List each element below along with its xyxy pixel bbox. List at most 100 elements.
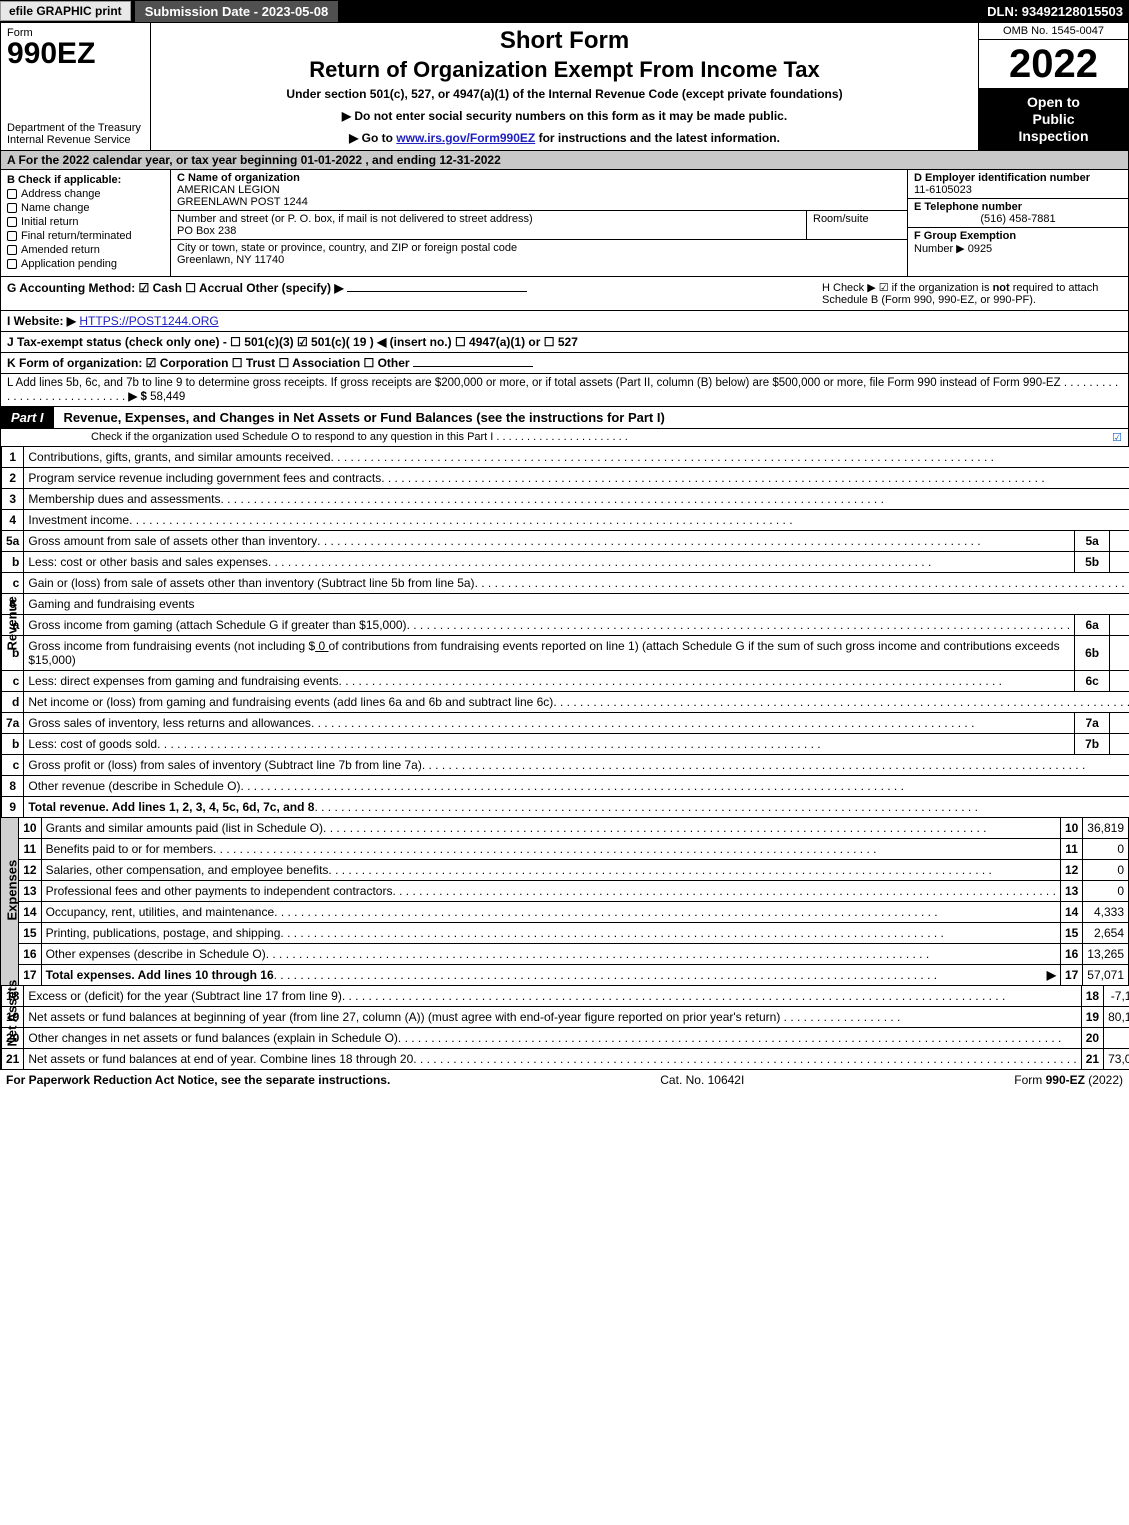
chk-label: Initial return (21, 216, 78, 228)
top-bar-left: efile GRAPHIC print Submission Date - 20… (0, 0, 338, 22)
checkbox-icon (7, 189, 17, 199)
line-6: 6Gaming and fundraising events (2, 594, 1129, 615)
under-section: Under section 501(c), 527, or 4947(a)(1)… (161, 87, 968, 101)
chk-label: Name change (21, 202, 90, 214)
line-desc: Net assets or fund balances at end of ye… (28, 1052, 413, 1066)
chk-address-change[interactable]: Address change (7, 188, 164, 200)
bullet-goto: ▶ Go to www.irs.gov/Form990EZ for instru… (161, 131, 968, 145)
chk-name-change[interactable]: Name change (7, 202, 164, 214)
line-amount: 13,265 (1083, 944, 1129, 965)
room-suite: Room/suite (807, 211, 907, 239)
line-2: 2Program service revenue including gover… (2, 468, 1129, 489)
chk-initial-return[interactable]: Initial return (7, 216, 164, 228)
net-assets-vertical-label: Net Assets (0, 986, 1, 1070)
row-i-website: I Website: ▶ HTTPS://POST1244.ORG (0, 311, 1129, 332)
line-19: 19Net assets or fund balances at beginni… (2, 1007, 1129, 1028)
omb-number: OMB No. 1545-0047 (979, 23, 1128, 40)
line-desc: Less: cost of goods sold (28, 737, 157, 751)
open-to-public: Open to Public Inspection (979, 88, 1128, 150)
footer-right: Form 990-EZ (2022) (1014, 1073, 1123, 1087)
chk-application-pending[interactable]: Application pending (7, 258, 164, 270)
line-num: 3 (2, 489, 24, 510)
group-ex-header: F Group Exemption (914, 230, 1016, 242)
line-12: 12Salaries, other compensation, and empl… (19, 860, 1129, 881)
expenses-section: Expenses 10Grants and similar amounts pa… (0, 818, 1129, 986)
line-num: c (2, 573, 24, 594)
line-desc: Other changes in net assets or fund bala… (28, 1031, 398, 1045)
chk-label: Address change (21, 188, 101, 200)
expenses-vertical-label: Expenses (0, 818, 18, 986)
footer-right-post: (2022) (1085, 1073, 1123, 1087)
part-1-sub-text: Check if the organization used Schedule … (91, 431, 493, 443)
address-block: Number and street (or P. O. box, if mail… (171, 211, 807, 239)
line-amount: 0 (1083, 881, 1129, 902)
line-subbox: 6c (1075, 671, 1110, 692)
line-desc: Gaming and fundraising events (24, 594, 1129, 615)
line-num: b (2, 734, 24, 755)
net-assets-label-text: Net Assets (5, 1024, 20, 1046)
open-line3: Inspection (983, 128, 1124, 145)
checkbox-icon (7, 231, 17, 241)
line-subbox: 7b (1075, 734, 1110, 755)
submission-date: Submission Date - 2023-05-08 (135, 1, 339, 22)
line-6d: dNet income or (loss) from gaming and fu… (2, 692, 1129, 713)
row-h-pre: H Check ▶ ☑ if the organization is (822, 282, 993, 294)
line-box: 15 (1060, 923, 1082, 944)
line-desc: Gain or (loss) from sale of assets other… (28, 576, 474, 590)
tax-year: 2022 (979, 40, 1128, 88)
header-right: OMB No. 1545-0047 2022 Open to Public In… (978, 23, 1128, 150)
line-num: 8 (2, 776, 24, 797)
col-c-header: C Name of organization (177, 172, 300, 184)
line-desc: Excess or (deficit) for the year (Subtra… (28, 989, 341, 1003)
line-desc: Membership dues and assessments (28, 492, 220, 506)
line-10: 10Grants and similar amounts paid (list … (19, 818, 1129, 839)
irs-link[interactable]: www.irs.gov/Form990EZ (396, 131, 535, 145)
header-left: Form 990EZ Department of the Treasury In… (1, 23, 151, 150)
line-box: 10 (1060, 818, 1082, 839)
org-name-block: C Name of organization AMERICAN LEGION G… (171, 170, 907, 211)
part-1-checkbox[interactable]: ☑ (1102, 431, 1122, 444)
line-desc-underline: 0 (315, 639, 328, 653)
line-subamount: 5,189 (1110, 671, 1129, 692)
checkbox-icon (7, 259, 17, 269)
checkbox-icon (7, 217, 17, 227)
section-bcd: B Check if applicable: Address change Na… (0, 170, 1129, 277)
line-num: c (2, 755, 24, 776)
line-6c: c Less: direct expenses from gaming and f… (2, 671, 1129, 692)
line-amount: 73,026 (1104, 1049, 1129, 1070)
website-link[interactable]: HTTPS://POST1244.ORG (79, 314, 218, 328)
chk-amended-return[interactable]: Amended return (7, 244, 164, 256)
footer-mid: Cat. No. 10642I (660, 1073, 744, 1087)
row-h-schedule-b: H Check ▶ ☑ if the organization is not r… (822, 281, 1122, 306)
bullet-ssn: ▶ Do not enter social security numbers o… (161, 109, 968, 123)
row-j-text: J Tax-exempt status (check only one) - ☐… (7, 335, 578, 349)
chk-label: Application pending (21, 258, 117, 270)
line-num: c (2, 671, 24, 692)
line-amount: 0 (1104, 1028, 1129, 1049)
line-7c: cGross profit or (loss) from sales of in… (2, 755, 1129, 776)
efile-print-button[interactable]: efile GRAPHIC print (0, 1, 131, 21)
ein-block: D Employer identification number 11-6105… (908, 170, 1128, 199)
page-footer: For Paperwork Reduction Act Notice, see … (0, 1070, 1129, 1090)
line-desc: Investment income (28, 513, 129, 527)
header-mid: Short Form Return of Organization Exempt… (151, 23, 978, 150)
line-desc: Less: direct expenses from gaming and fu… (28, 674, 338, 688)
line-18: 18 Excess or (deficit) for the year (Subt… (2, 986, 1129, 1007)
expenses-label-text: Expenses (5, 898, 20, 920)
ein-header: D Employer identification number (914, 172, 1090, 184)
ein-value: 11-6105023 (914, 184, 972, 196)
footer-right-bold: 990-EZ (1046, 1073, 1085, 1087)
line-subamount: 0 (1110, 552, 1129, 573)
bullet-goto-post: for instructions and the latest informat… (535, 131, 780, 145)
chk-label: Amended return (21, 244, 100, 256)
chk-final-return[interactable]: Final return/terminated (7, 230, 164, 242)
line-num: 13 (19, 881, 41, 902)
line-4: 4Investment income437 (2, 510, 1129, 531)
line-num: b (2, 552, 24, 573)
col-b-header: B Check if applicable: (7, 174, 164, 186)
line-num: 17 (19, 965, 41, 986)
row-l-gross-receipts: L Add lines 5b, 6c, and 7b to line 9 to … (0, 374, 1129, 407)
line-21: 21Net assets or fund balances at end of … (2, 1049, 1129, 1070)
line-box: 18 (1081, 986, 1103, 1007)
line-8: 8Other revenue (describe in Schedule O)8… (2, 776, 1129, 797)
